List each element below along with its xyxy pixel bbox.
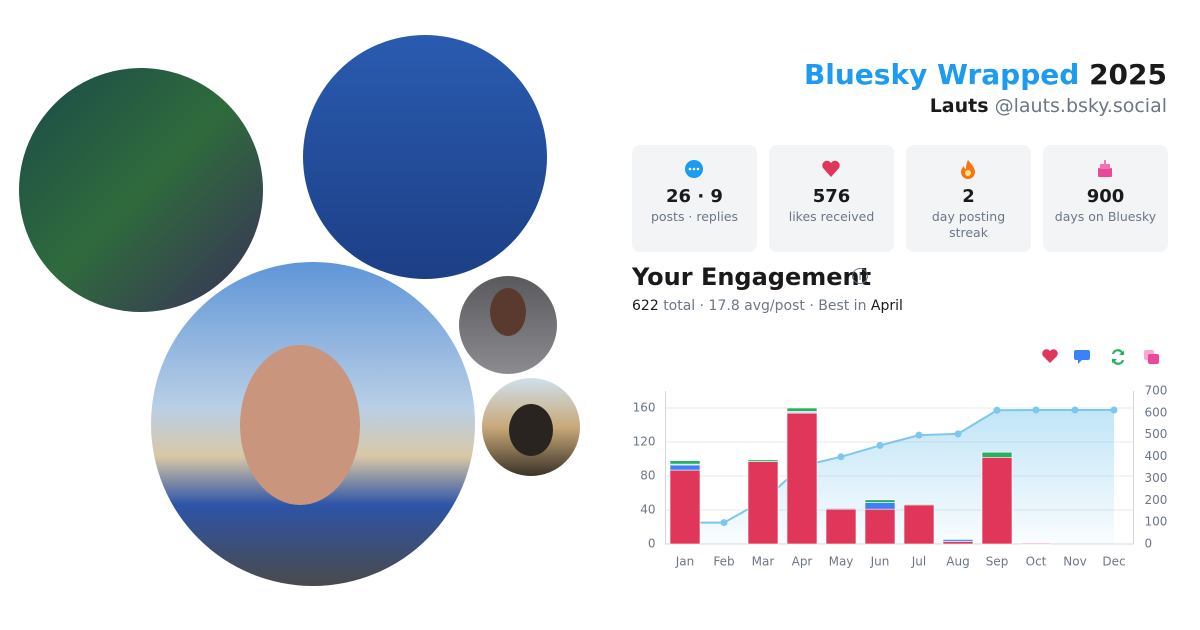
legend-replies-icon[interactable]	[1074, 350, 1090, 364]
photo	[19, 68, 263, 312]
bar-segment	[669, 469, 701, 545]
x-tick-label: Jan	[675, 555, 695, 569]
bar-segment	[903, 504, 935, 545]
bar-segment	[747, 461, 779, 545]
stat-icon	[1098, 160, 1112, 177]
y-tick-label: 40	[640, 503, 655, 517]
stat-label: days on Bluesky	[1054, 209, 1157, 224]
stat-icon	[961, 160, 975, 179]
x-tick-label: May	[829, 555, 854, 569]
photo	[303, 35, 547, 279]
bar-segment	[981, 456, 1013, 545]
section-title: Your Engagement	[632, 263, 872, 291]
bar-segment	[1020, 542, 1052, 545]
bar-segment	[825, 508, 857, 545]
stat-value: 26 · 9	[666, 186, 723, 207]
handle: @lauts.bsky.social	[994, 95, 1167, 117]
stat-icon	[822, 160, 840, 177]
y2-tick-label: 400	[1145, 449, 1168, 463]
stat-label: likes received	[788, 209, 875, 224]
y2-tick-label: 200	[1145, 493, 1168, 507]
line-point	[1110, 406, 1118, 414]
stat-icon	[685, 160, 703, 178]
line-point	[720, 519, 728, 527]
info-button[interactable]: i	[852, 268, 868, 284]
stat-label: posts · replies	[650, 209, 739, 224]
legend	[1042, 349, 1159, 365]
bar-segment	[786, 407, 818, 412]
line-point	[1032, 406, 1040, 414]
y2-tick-label: 300	[1145, 471, 1168, 485]
photo-detail	[490, 288, 526, 336]
x-tick-label: Apr	[792, 555, 813, 569]
bar-segment	[669, 464, 701, 471]
x-tick-label: Sep	[986, 555, 1009, 569]
y2-tick-label: 0	[1145, 537, 1153, 551]
stat-label: day posting streak	[931, 209, 1006, 240]
year: 2025	[1089, 58, 1167, 91]
title: Bluesky Wrapped 2025	[804, 58, 1167, 91]
legend-likes-icon[interactable]	[1042, 349, 1058, 363]
bar-segment	[864, 502, 896, 510]
bar-segment	[669, 460, 701, 465]
x-tick-label: Oct	[1026, 555, 1047, 569]
line-point	[876, 441, 884, 449]
stat-value: 2	[962, 186, 975, 207]
y-tick-label: 120	[633, 435, 656, 449]
y2-tick-label: 700	[1145, 384, 1168, 398]
best-month: April	[870, 298, 903, 314]
y2-tick-label: 100	[1145, 515, 1168, 529]
line-point	[837, 453, 845, 461]
x-tick-label: Mar	[752, 555, 775, 569]
x-tick-label: Jun	[870, 555, 890, 569]
stat-card: 26 · 9 posts · replies	[632, 145, 757, 252]
line-point	[954, 430, 962, 438]
x-tick-label: Dec	[1102, 555, 1125, 569]
legend-reposts-icon[interactable]	[1112, 349, 1124, 365]
bar-segment	[903, 503, 935, 506]
bar-segment	[981, 451, 1013, 458]
bar-segment	[864, 508, 896, 545]
bar-segment	[942, 541, 974, 545]
x-tick-label: Aug	[946, 555, 969, 569]
y-tick-label: 0	[648, 537, 656, 551]
x-tick-label: Jul	[911, 555, 926, 569]
display-name: Lauts	[929, 95, 989, 117]
summary-text: total · 17.8 avg/post · Best in	[663, 298, 867, 314]
summary: 622 total · 17.8 avg/post · Best in Apri…	[632, 298, 903, 314]
bar-segment	[747, 459, 779, 462]
brand: Bluesky Wrapped	[803, 58, 1080, 91]
y-tick-label: 80	[640, 469, 655, 483]
line-point	[915, 431, 923, 439]
stat-card: 576 likes received	[769, 145, 894, 252]
photo-detail	[240, 345, 360, 505]
y2-tick-label: 600	[1145, 405, 1168, 419]
stat-card: 900 days on Bluesky	[1043, 145, 1168, 252]
line-point	[993, 406, 1001, 414]
stat-value: 576	[812, 186, 851, 207]
bar-segment	[786, 412, 818, 545]
bar-segment	[864, 499, 896, 503]
stat-card: 2 day posting streak	[906, 145, 1031, 252]
x-tick-label: Nov	[1063, 555, 1086, 569]
x-tick-label: Feb	[713, 555, 734, 569]
y-tick-label: 160	[633, 401, 656, 415]
chart: 0 40 80 120 160 0 100 200 300 400 500 600 700 Jan Feb M…	[633, 384, 1168, 569]
bar-segment	[825, 507, 857, 510]
legend-quotes-icon[interactable]	[1148, 354, 1159, 364]
total: 622	[632, 298, 659, 314]
line-point	[1071, 406, 1079, 414]
photo-detail	[509, 404, 553, 456]
stat-value: 900	[1086, 186, 1125, 207]
account: Lauts @lauts.bsky.social	[930, 95, 1167, 117]
y2-tick-label: 500	[1145, 427, 1168, 441]
bar-segment	[942, 538, 974, 541]
